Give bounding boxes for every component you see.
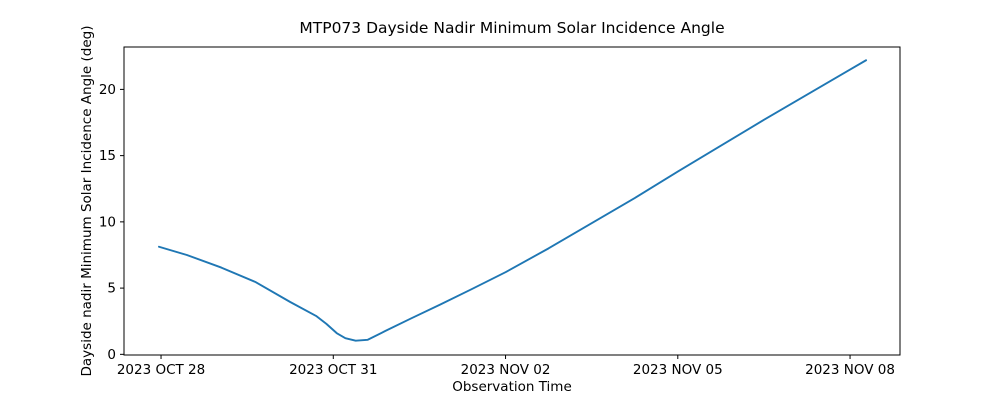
x-tick-label: 2023 OCT 28 <box>117 362 205 378</box>
x-tick-label: 2023 NOV 08 <box>805 362 895 378</box>
y-tick-label: 10 <box>99 214 116 230</box>
plot-border <box>123 46 901 356</box>
y-tick-label: 20 <box>99 82 116 98</box>
chart-title: MTP073 Dayside Nadir Minimum Solar Incid… <box>299 19 725 37</box>
x-tick-label: 2023 NOV 02 <box>461 362 551 378</box>
x-tick-label: 2023 OCT 31 <box>289 362 377 378</box>
x-axis-label: Observation Time <box>452 379 572 395</box>
y-tick-label: 15 <box>99 148 116 164</box>
y-tick-label: 5 <box>107 281 116 297</box>
y-tick-label: 0 <box>107 347 116 363</box>
x-tick-label: 2023 NOV 05 <box>633 362 723 378</box>
data-series-line <box>158 59 868 342</box>
